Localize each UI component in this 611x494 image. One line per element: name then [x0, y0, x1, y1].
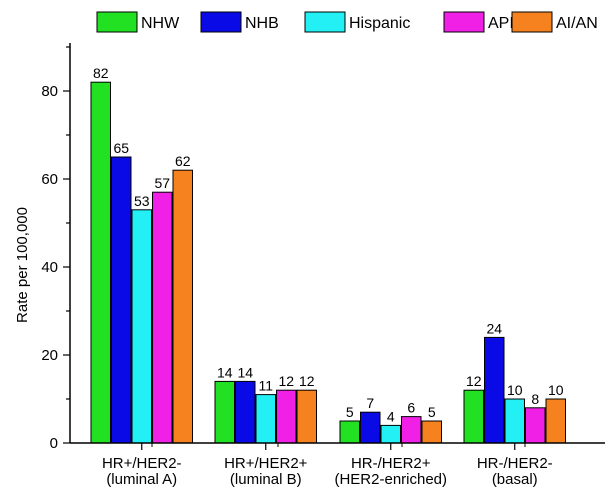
bar-hispanic-4: [504, 398, 525, 444]
data-label: 57: [154, 175, 170, 191]
bar-hispanic-1: [131, 209, 152, 444]
data-label: 53: [134, 193, 150, 209]
y-axis-label: Rate per 100,000: [14, 207, 31, 323]
x-tick-label: (luminal B): [230, 471, 302, 488]
bar-nhw-1: [90, 81, 111, 444]
bar-nhb-2: [235, 380, 256, 444]
legend-swatch: [96, 11, 138, 33]
x-tick-label: HR+/HER2+: [224, 455, 308, 472]
bar-nhb-1: [111, 156, 132, 444]
bar-nhw-2: [214, 380, 235, 444]
x-tick-label: HR-/HER2-: [477, 455, 553, 472]
data-label: 4: [387, 408, 395, 424]
data-label: 11: [258, 378, 273, 394]
bar-api-2: [276, 389, 297, 444]
bar-api-4: [525, 407, 546, 444]
legend-swatch: [443, 11, 485, 33]
data-label: 5: [346, 404, 354, 420]
bar-ai-an-3: [421, 420, 442, 444]
data-label: 10: [548, 382, 564, 398]
legend: NHW NHB Hispanic API AI/AN: [96, 11, 598, 33]
data-label: 65: [113, 140, 129, 156]
x-tick-label: (basal): [492, 471, 538, 488]
bar-api-3: [401, 416, 422, 444]
y-tick-label: 40: [41, 259, 58, 276]
data-label: 12: [466, 373, 482, 389]
axes: 0 20 40 60 80 HR+/HER2-(luminal A) HR+/HER2+(l…: [41, 43, 605, 488]
data-label: 10: [507, 382, 523, 398]
data-label: 12: [278, 373, 294, 389]
y-tick-label: 80: [41, 83, 58, 100]
y-tick-label: 0: [50, 435, 58, 452]
bar-api-1: [152, 191, 173, 444]
data-label: 62: [175, 153, 191, 169]
legend-swatch: [511, 11, 553, 33]
legend-label: API: [488, 15, 514, 32]
data-label: 5: [428, 404, 436, 420]
x-tick-label: (HER2-enriched): [334, 471, 447, 488]
bar-nhb-4: [484, 336, 505, 444]
legend-label: NHB: [245, 15, 279, 32]
legend-label: Hispanic: [349, 15, 410, 32]
x-tick-label: HR-/HER2+: [351, 455, 431, 472]
y-tick-label: 20: [41, 347, 58, 364]
x-tick-label: HR+/HER2-: [102, 455, 182, 472]
data-label: 8: [531, 391, 539, 407]
legend-label: AI/AN: [556, 15, 598, 32]
data-label: 24: [486, 320, 502, 336]
bars: [90, 81, 566, 444]
bar-ai-an-4: [545, 398, 566, 444]
data-label: 14: [237, 364, 253, 380]
bar-nhb-3: [360, 411, 381, 444]
data-label: 12: [299, 373, 315, 389]
legend-swatch: [200, 11, 242, 33]
data-label: 82: [93, 65, 109, 81]
legend-swatch: [304, 11, 346, 33]
data-label: 14: [217, 364, 233, 380]
bar-nhw-3: [339, 420, 360, 444]
bar-hispanic-3: [380, 424, 401, 444]
bar-hispanic-2: [255, 394, 276, 444]
y-tick-label: 60: [41, 171, 58, 188]
bar-ai-an-2: [296, 389, 317, 444]
x-tick-label: (luminal A): [106, 471, 177, 488]
legend-label: NHW: [141, 15, 180, 32]
bar-ai-an-1: [172, 169, 193, 444]
bar-nhw-4: [463, 389, 484, 444]
data-label: 6: [407, 400, 415, 416]
data-label: 7: [366, 395, 374, 411]
